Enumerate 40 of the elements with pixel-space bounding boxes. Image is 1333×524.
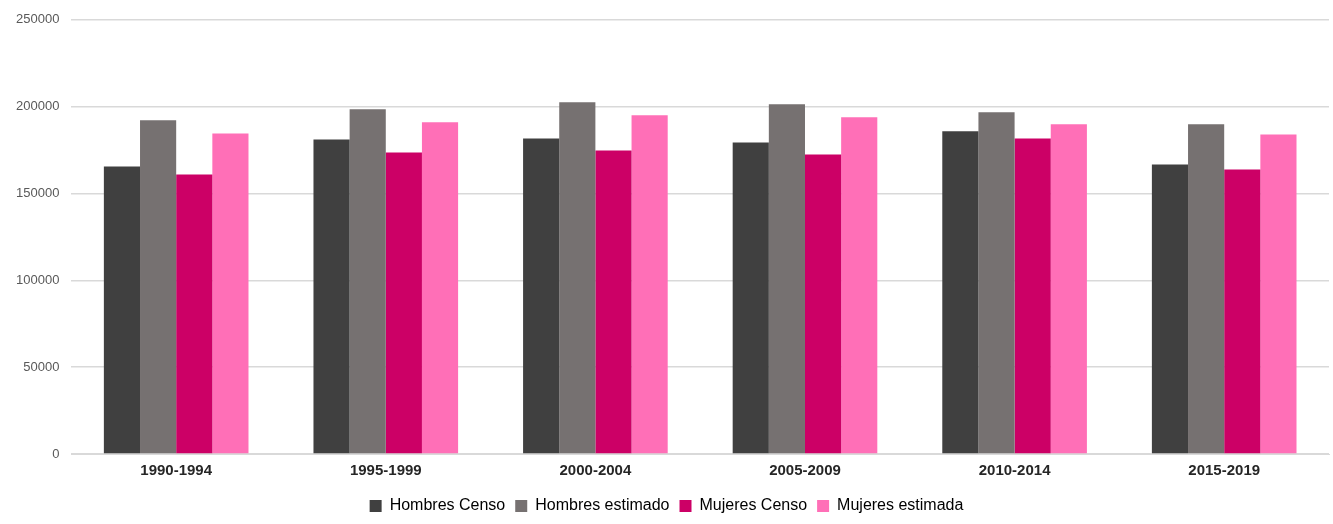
bar xyxy=(140,120,177,454)
x-tick-label: 2005-2009 xyxy=(769,461,841,479)
y-tick-label: 50000 xyxy=(23,358,60,374)
bar xyxy=(1188,124,1225,454)
bar xyxy=(942,131,979,454)
legend-label: Hombres Censo xyxy=(389,496,506,514)
bar xyxy=(1260,134,1297,454)
y-tick-label: 250000 xyxy=(15,11,60,27)
bar xyxy=(841,117,878,454)
bar xyxy=(1151,164,1189,454)
x-tick-label: 1995-1999 xyxy=(349,461,422,479)
y-tick-label: 0 xyxy=(52,445,60,461)
bar xyxy=(1224,169,1261,454)
bar xyxy=(732,142,769,454)
bar xyxy=(523,138,560,454)
bar xyxy=(559,102,596,454)
x-tick-label: 1990-1994 xyxy=(140,461,213,479)
y-tick-label: 200000 xyxy=(15,98,60,114)
bar xyxy=(176,174,213,454)
bar xyxy=(385,152,422,454)
bar xyxy=(212,133,249,454)
x-tick-label: 2015-2019 xyxy=(1188,461,1261,479)
bar xyxy=(421,122,459,454)
bar xyxy=(1014,138,1051,454)
bar xyxy=(978,112,1015,454)
x-tick-label: 2000-2004 xyxy=(559,461,632,479)
legend-label: Hombres estimado xyxy=(535,496,670,514)
y-tick-label: 150000 xyxy=(15,185,60,201)
legend-label: Mujeres Censo xyxy=(699,496,808,514)
bar xyxy=(313,139,350,454)
bar xyxy=(804,154,842,454)
y-tick-label: 100000 xyxy=(15,271,60,287)
bar xyxy=(768,104,805,454)
bar xyxy=(631,115,668,454)
bar xyxy=(1050,124,1087,454)
legend-label: Mujeres estimada xyxy=(837,496,964,514)
x-tick-label: 2010-2014 xyxy=(978,461,1052,479)
bar xyxy=(595,150,632,454)
bar xyxy=(103,166,141,454)
bar xyxy=(349,109,386,454)
